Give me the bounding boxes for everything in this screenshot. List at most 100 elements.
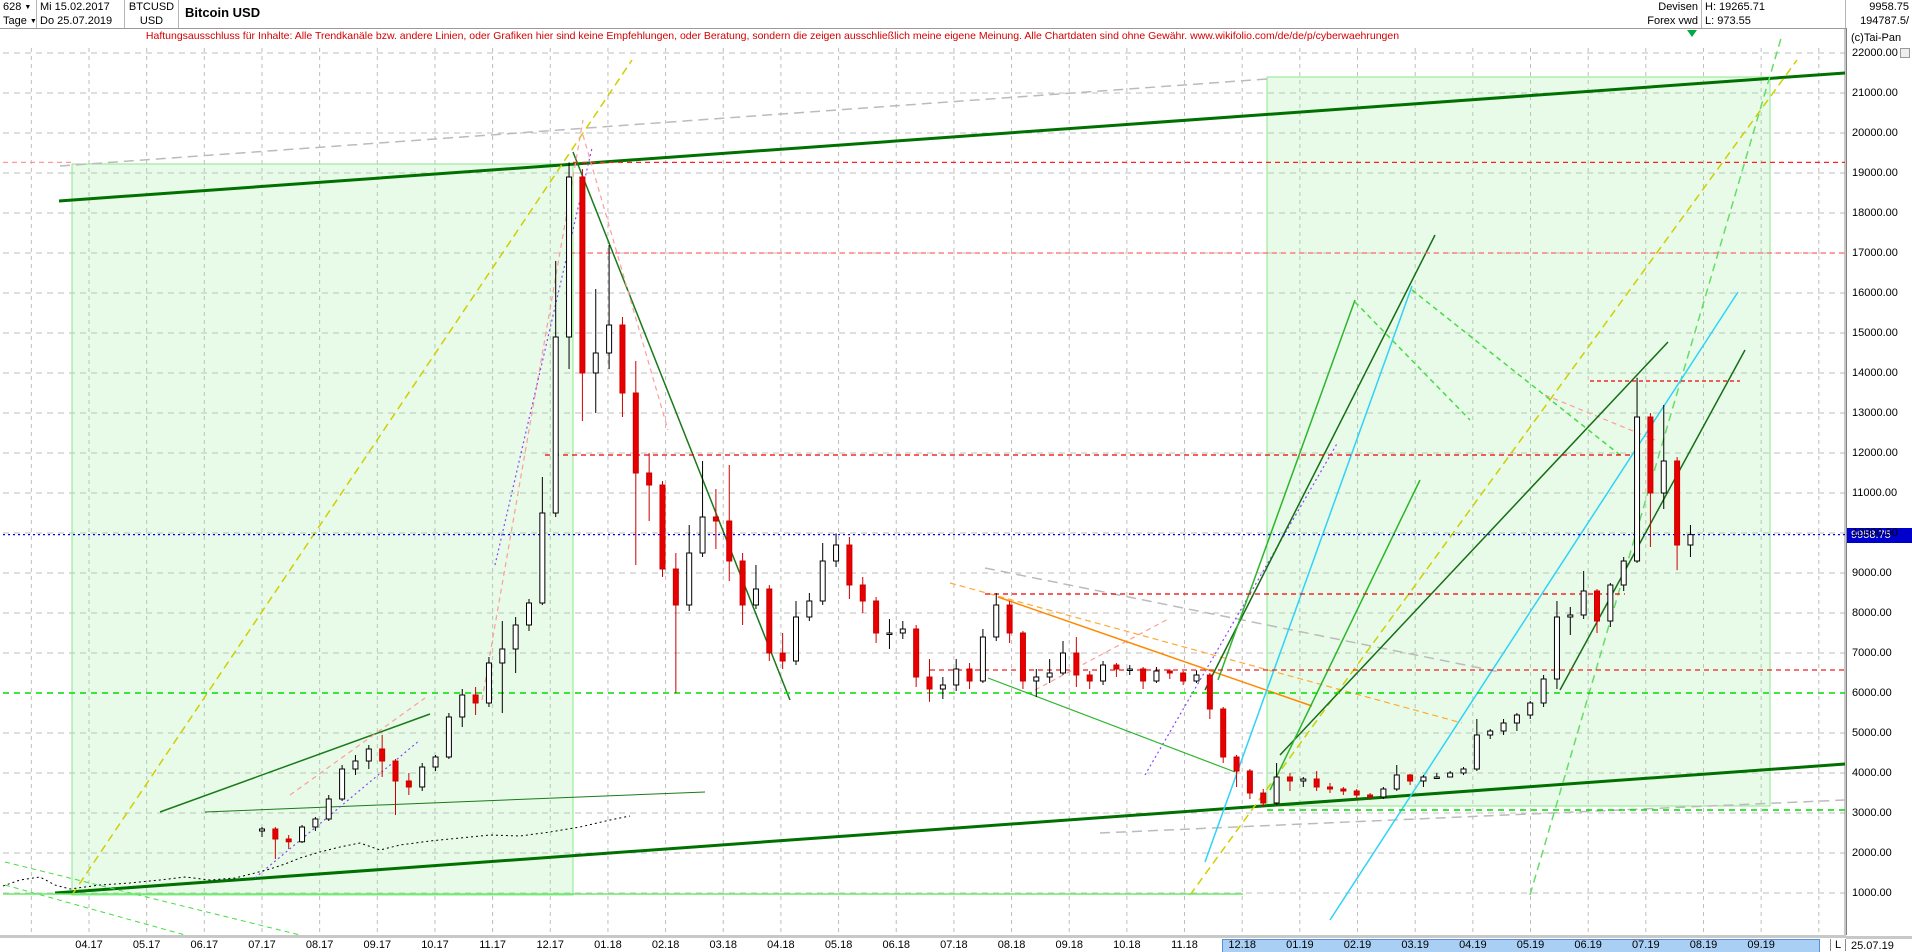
y-axis-label: 8000.00 <box>1852 607 1892 619</box>
x-axis-label: 05.19 <box>1516 939 1545 951</box>
y-axis-label: 21000.00 <box>1852 87 1898 99</box>
trend-regions-layer <box>71 76 1771 896</box>
date-from[interactable]: Mi 15.02.2017 <box>40 1 110 13</box>
x-axis-label: 02.19 <box>1343 939 1372 951</box>
candle-down <box>1220 708 1227 758</box>
low-value: L: 973.55 <box>1705 15 1751 27</box>
candle-down <box>966 668 973 682</box>
candle-up <box>1126 668 1133 671</box>
candle-up <box>1620 560 1627 586</box>
candle-up <box>752 588 759 606</box>
uptrend-2019-light-b <box>1269 479 1421 791</box>
candlestick-chart <box>2 28 1846 936</box>
y-axis-label: 19000.00 <box>1852 167 1898 179</box>
violet-steep-peak <box>494 147 593 566</box>
y-axis-label: 17000.00 <box>1852 247 1898 259</box>
yellow-fan-2019 <box>1189 59 1798 896</box>
y-axis-label: 12000.00 <box>1852 447 1898 459</box>
candle-up <box>1433 776 1440 779</box>
x-axis-label: 10.18 <box>1113 939 1141 951</box>
candle-up <box>1473 734 1480 770</box>
y-axis-label: 10000.00 <box>1852 527 1898 539</box>
uptrend-2019-light-a <box>1217 299 1356 681</box>
candle-down <box>766 588 773 654</box>
y-axis-label: 2000.00 <box>1852 847 1892 859</box>
candle-down <box>472 694 479 704</box>
trend-zone-2017 <box>71 163 574 896</box>
candle-down <box>1233 756 1240 772</box>
x-axis-label: 02.18 <box>651 939 680 951</box>
x-axis-label: 03.18 <box>709 939 738 951</box>
low-marker: L <box>1830 939 1847 951</box>
price-levels-layer <box>3 161 1845 895</box>
candle-down <box>1246 770 1253 794</box>
candle-down <box>379 748 386 762</box>
candle-down <box>579 176 586 374</box>
chevron-down-icon: ▼ <box>24 4 32 11</box>
candle-up <box>1393 774 1400 790</box>
candle-up <box>686 552 693 606</box>
candle-up <box>993 604 1000 638</box>
top-marker-triangle <box>1687 30 1697 37</box>
period-dropdown[interactable]: Tage ▼ <box>3 15 36 27</box>
candle-up <box>352 760 359 770</box>
copyright-watermark: (c)Tai-Pan <box>1851 32 1902 44</box>
candle-up <box>325 798 332 820</box>
gray-channel-top <box>59 78 1268 167</box>
bars-count-dropdown[interactable]: 628 ▼ <box>3 1 32 13</box>
wikifolio-link[interactable]: www.wikifolio.com/de/de/p/cyberwaehrunge… <box>1190 30 1400 42</box>
candle-down <box>1113 664 1120 670</box>
candle-down <box>672 568 679 606</box>
x-axis[interactable]: L 04.17 05.17 06.17 07.17 08.17 09.17 10.17 11.… <box>0 935 1847 952</box>
early-price-dotted-line <box>2 815 631 890</box>
pink-rise-2017 <box>289 697 426 796</box>
y-axis-label: 3000.00 <box>1852 807 1892 819</box>
x-axis-label: 10.17 <box>421 939 449 951</box>
gray-channel-low <box>1099 799 1846 834</box>
uptrend-2019-b <box>1279 341 1669 756</box>
candle-down <box>739 560 746 606</box>
candle-down <box>1086 674 1093 682</box>
disclaimer-text: Haftungsausschluss für Inhalte: Alle Tre… <box>0 30 1545 42</box>
candle-down <box>405 780 412 788</box>
candle-down <box>659 484 666 570</box>
candle-up <box>592 352 599 374</box>
candle-up <box>1193 674 1200 682</box>
candle-down <box>1340 788 1347 792</box>
x-axis-label: 01.19 <box>1286 939 1314 951</box>
trend-zone-2019 <box>1266 76 1771 807</box>
date-to[interactable]: Do 25.07.2019 <box>40 15 113 27</box>
x-axis-label: 06.19 <box>1574 939 1602 951</box>
candle-up <box>1380 788 1387 798</box>
candle-up <box>1580 590 1587 616</box>
x-axis-label: 06.18 <box>882 939 910 951</box>
candle-down <box>272 828 279 840</box>
currency-label: USD <box>139 15 164 27</box>
y-axis-label: 6000.00 <box>1852 687 1892 699</box>
chart-header: 628 ▼ Tage ▼ Mi 15.02.2017 Do 25.07.2019… <box>0 0 1912 29</box>
source-label: Forex vwd <box>1647 15 1698 27</box>
x-axis-label: 06.17 <box>190 939 219 951</box>
x-axis-label: 09.18 <box>1055 939 1083 951</box>
x-axis-label: 12.18 <box>1228 939 1256 951</box>
panel-resize-icon[interactable] <box>1900 48 1910 58</box>
orange-downtrend-dashed <box>949 582 1463 724</box>
candle-down <box>779 652 786 662</box>
instrument-title: Bitcoin USD <box>185 5 261 20</box>
candle-up <box>1046 672 1053 678</box>
x-axis-label: 01.18 <box>594 939 622 951</box>
candle-down <box>926 676 933 690</box>
y-axis-label: 16000.00 <box>1852 287 1898 299</box>
candle-up <box>939 684 946 690</box>
candle-up <box>1660 460 1667 494</box>
x-axis-label: 04.17 <box>75 939 103 951</box>
candle-up <box>1634 416 1641 562</box>
candle-down <box>1647 416 1654 494</box>
candle-down <box>285 838 292 843</box>
pink-bounce-2018 <box>1034 617 1171 691</box>
candle-up <box>1300 778 1307 782</box>
candle-down <box>726 520 733 562</box>
green-dashed-low-left-1 <box>4 861 301 936</box>
candle-up <box>512 624 519 650</box>
